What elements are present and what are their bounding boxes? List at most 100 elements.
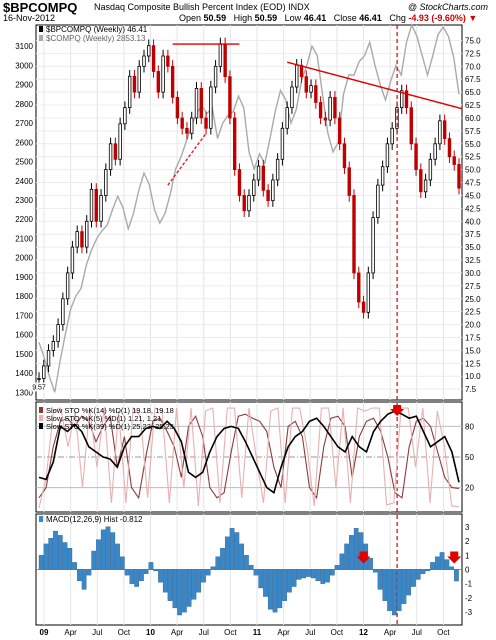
macd-tick-label: -3 bbox=[465, 608, 473, 617]
y-left-tick-label: 2500 bbox=[15, 158, 33, 167]
legend-entry: Slow STO %K(14) %D(1) 19.18, 19.18 bbox=[46, 406, 174, 415]
y-left-tick-label: 2000 bbox=[15, 254, 33, 263]
y-right-tick-label: 60.0 bbox=[465, 114, 481, 123]
candle-body bbox=[156, 71, 161, 93]
y-left-tick-label: 2600 bbox=[15, 138, 33, 147]
candle-body bbox=[256, 165, 261, 181]
candle-body bbox=[423, 179, 428, 193]
y-right-tick-label: 50.0 bbox=[465, 166, 481, 175]
macd-hist-bar bbox=[196, 569, 202, 593]
candle-body bbox=[385, 143, 390, 168]
candle-body bbox=[99, 195, 103, 222]
price-legend bbox=[39, 26, 43, 41]
legend-swatch bbox=[39, 407, 43, 413]
candle-body bbox=[352, 195, 356, 274]
candle-body bbox=[175, 96, 180, 119]
macd-hist-bar bbox=[162, 569, 168, 593]
high-label: High bbox=[233, 13, 253, 23]
y-right-tick-label: 40.0 bbox=[465, 217, 481, 226]
macd-hist-bar bbox=[215, 556, 221, 570]
macd-hist-bar bbox=[105, 526, 111, 570]
candle-body bbox=[147, 45, 151, 57]
y-left-tick-label: 1800 bbox=[15, 292, 33, 301]
macd-tick-label: -2 bbox=[465, 594, 473, 603]
candle-body bbox=[65, 272, 70, 300]
candle-body bbox=[266, 189, 270, 202]
downtrend-line bbox=[287, 61, 463, 110]
candle-body bbox=[285, 107, 289, 129]
x-tick-label: Apr bbox=[171, 628, 184, 637]
candle-body bbox=[400, 90, 404, 109]
macd-hist-bar bbox=[110, 532, 116, 570]
macd-hist-bar bbox=[444, 559, 450, 570]
macd-hist-bar bbox=[91, 550, 97, 570]
candle-body bbox=[75, 231, 79, 248]
candle-body bbox=[237, 169, 242, 196]
macd-hist-bar bbox=[153, 569, 159, 572]
macd-hist-bar bbox=[38, 555, 44, 570]
candle-body bbox=[56, 324, 60, 342]
candle-body bbox=[61, 298, 65, 325]
macd-hist-bar bbox=[449, 566, 454, 570]
y-right-tick-label: 75.0 bbox=[465, 36, 481, 45]
macd-hist-bar bbox=[43, 543, 49, 570]
candle-body bbox=[80, 231, 84, 248]
macd-tick-label: 3 bbox=[465, 523, 470, 532]
x-tick-label: 11 bbox=[253, 628, 262, 637]
open-value: 50.59 bbox=[203, 13, 227, 23]
sto-series-line bbox=[38, 410, 460, 495]
y-right-tick-label: 12.5 bbox=[465, 359, 481, 368]
macd-hist-bar bbox=[143, 569, 149, 574]
x-tick-label: Oct bbox=[331, 628, 344, 637]
y-right-tick-label: 37.5 bbox=[465, 230, 481, 239]
legend-entry: $BPCOMPQ (Weekly) 46.41 bbox=[46, 25, 148, 34]
candle-body bbox=[42, 365, 46, 379]
x-tick-label: Jul bbox=[92, 628, 102, 637]
candle-body bbox=[280, 127, 285, 160]
low-label: Low bbox=[284, 13, 302, 23]
candle-body bbox=[228, 76, 232, 119]
macd-hist-bar bbox=[182, 569, 187, 613]
macd-hist-bar bbox=[377, 569, 383, 590]
macd-hist-bar bbox=[396, 569, 402, 611]
candle-body bbox=[132, 75, 137, 93]
candle-body bbox=[295, 64, 299, 88]
sto-tick-label: 80 bbox=[465, 422, 474, 431]
macd-hist-bar bbox=[48, 538, 54, 570]
candle-body bbox=[414, 143, 418, 171]
macd-hist-bar bbox=[201, 569, 206, 583]
macd-hist-bar bbox=[411, 569, 416, 587]
macd-hist-bar bbox=[349, 535, 354, 570]
macd-hist-bar bbox=[53, 530, 58, 570]
candle-body bbox=[51, 341, 56, 351]
candle-body bbox=[209, 86, 213, 129]
legend-swatch bbox=[39, 35, 43, 41]
y-right-tick-label: 57.5 bbox=[465, 127, 481, 136]
macd-hist-bar bbox=[148, 562, 154, 570]
candle-body bbox=[366, 272, 371, 313]
legend-entry: Slow STO %K(39) %D(1) 25.23, 25.23 bbox=[46, 422, 174, 431]
chg-label: Chg bbox=[389, 13, 406, 23]
candle-body bbox=[447, 138, 452, 158]
candle-body bbox=[342, 143, 347, 169]
candle-body bbox=[328, 96, 332, 121]
legend-entry: Slow STO %K(5) %D(1) 1.21, 1.21 bbox=[46, 414, 161, 423]
y-right-tick-label: 27.5 bbox=[465, 282, 481, 291]
candle-body bbox=[314, 85, 318, 103]
y-right-tick-label: 10.0 bbox=[465, 372, 481, 381]
legend-entry: MACD(12,26,9) Hist -0.812 bbox=[46, 515, 143, 524]
y-left-tick-label: 2800 bbox=[15, 100, 33, 109]
candle-body bbox=[108, 143, 113, 171]
candle-body bbox=[271, 179, 275, 202]
sto-series-line bbox=[38, 413, 460, 500]
macd-hist-bar bbox=[191, 569, 197, 600]
y-right-tick-label: 62.5 bbox=[465, 101, 481, 110]
macd-hist-bar bbox=[248, 565, 254, 570]
x-tick-label: 12 bbox=[359, 628, 368, 637]
candle-body bbox=[404, 90, 409, 109]
x-tick-label: 09 bbox=[40, 628, 49, 637]
sto-series-line bbox=[38, 406, 460, 509]
exchange-label: INDX bbox=[288, 2, 310, 12]
x-tick-label: Oct bbox=[437, 628, 450, 637]
